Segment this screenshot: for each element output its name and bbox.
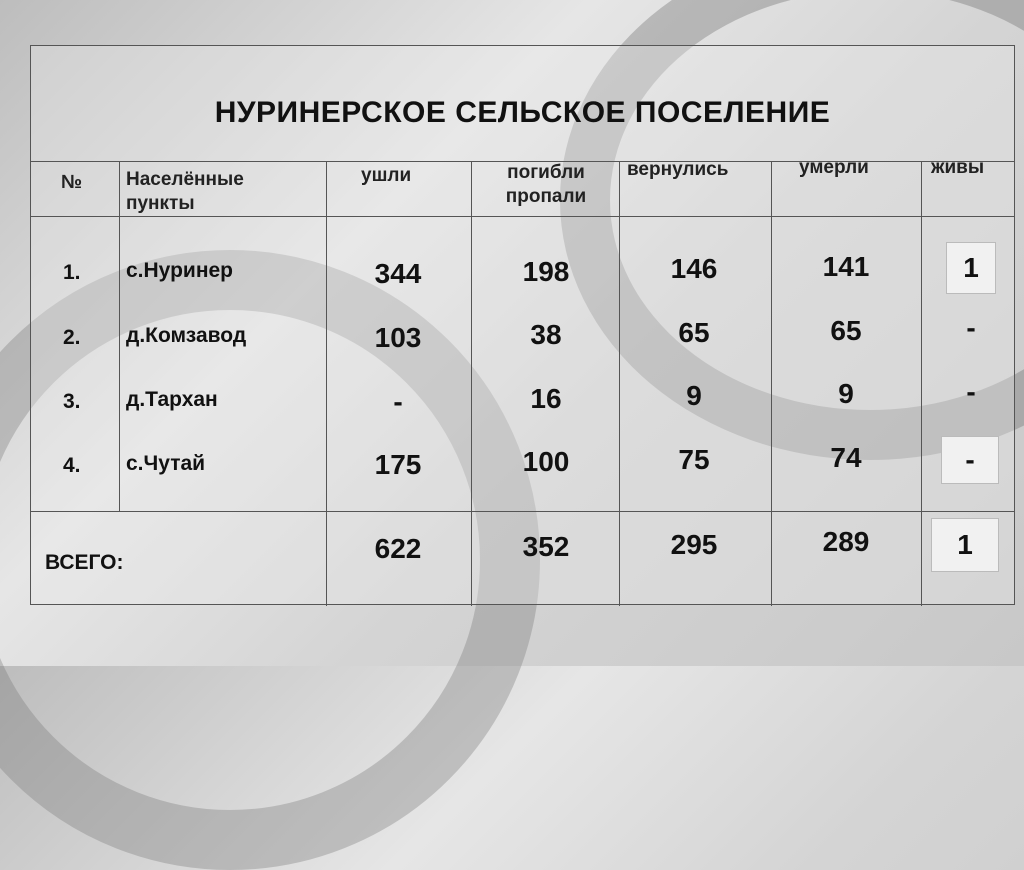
header-number: № bbox=[61, 172, 83, 193]
row-number: 1. bbox=[63, 261, 81, 284]
row-number: 2. bbox=[63, 326, 81, 349]
row-alive: 1 bbox=[946, 242, 996, 294]
divider bbox=[31, 161, 1014, 162]
row-alive: - bbox=[966, 376, 976, 407]
row-left: 175 bbox=[374, 449, 422, 480]
total-returned: 295 bbox=[670, 529, 718, 560]
total-label: ВСЕГО: bbox=[45, 551, 124, 574]
row-returned: 9 bbox=[686, 380, 702, 411]
header-returned: вернулись bbox=[627, 159, 729, 180]
row-number: 4. bbox=[63, 454, 81, 477]
row-returned: 65 bbox=[678, 317, 710, 348]
row-alive: - bbox=[966, 312, 976, 343]
divider bbox=[326, 161, 327, 606]
row-killed-missing: 38 bbox=[530, 319, 562, 350]
divider bbox=[31, 511, 1014, 512]
row-left: - bbox=[393, 386, 403, 417]
table-title: НУРИНЕРСКОЕ СЕЛЬСКОЕ ПОСЕЛЕНИЕ bbox=[214, 96, 831, 129]
divider bbox=[31, 216, 1014, 217]
total-alive: 1 bbox=[931, 518, 999, 572]
row-returned: 146 bbox=[670, 253, 718, 284]
header-alive: живы bbox=[931, 157, 985, 178]
results-table: НУРИНЕРСКОЕ СЕЛЬСКОЕ ПОСЕЛЕНИЕ № Населён… bbox=[30, 45, 1015, 606]
divider bbox=[921, 161, 922, 606]
row-left: 103 bbox=[374, 322, 422, 353]
row-returned: 75 bbox=[678, 444, 710, 475]
row-place: с.Нуринер bbox=[126, 259, 234, 282]
row-died: 65 bbox=[830, 315, 862, 346]
total-left: 622 bbox=[374, 533, 422, 564]
divider bbox=[771, 161, 772, 606]
row-number: 3. bbox=[63, 390, 81, 413]
total-killed-missing: 352 bbox=[522, 531, 570, 562]
row-died: 141 bbox=[822, 251, 870, 282]
row-place: д.Комзавод bbox=[126, 324, 247, 347]
row-killed-missing: 16 bbox=[530, 383, 562, 414]
row-place: д.Тархан bbox=[126, 388, 218, 411]
row-alive: - bbox=[941, 436, 999, 484]
divider bbox=[471, 161, 472, 606]
header-left: ушли bbox=[361, 165, 412, 186]
header-place: Населённые пункты bbox=[126, 169, 244, 214]
row-died: 9 bbox=[838, 378, 854, 409]
row-killed-missing: 198 bbox=[522, 256, 570, 287]
row-place: с.Чутай bbox=[126, 452, 206, 475]
row-killed-missing: 100 bbox=[522, 446, 570, 477]
divider bbox=[119, 161, 120, 511]
header-killed-missing: погибли пропали bbox=[505, 162, 587, 207]
row-died: 74 bbox=[830, 442, 862, 473]
row-left: 344 bbox=[374, 258, 422, 289]
divider bbox=[619, 161, 620, 606]
header-died: умерли bbox=[799, 157, 869, 178]
total-died: 289 bbox=[822, 526, 870, 557]
